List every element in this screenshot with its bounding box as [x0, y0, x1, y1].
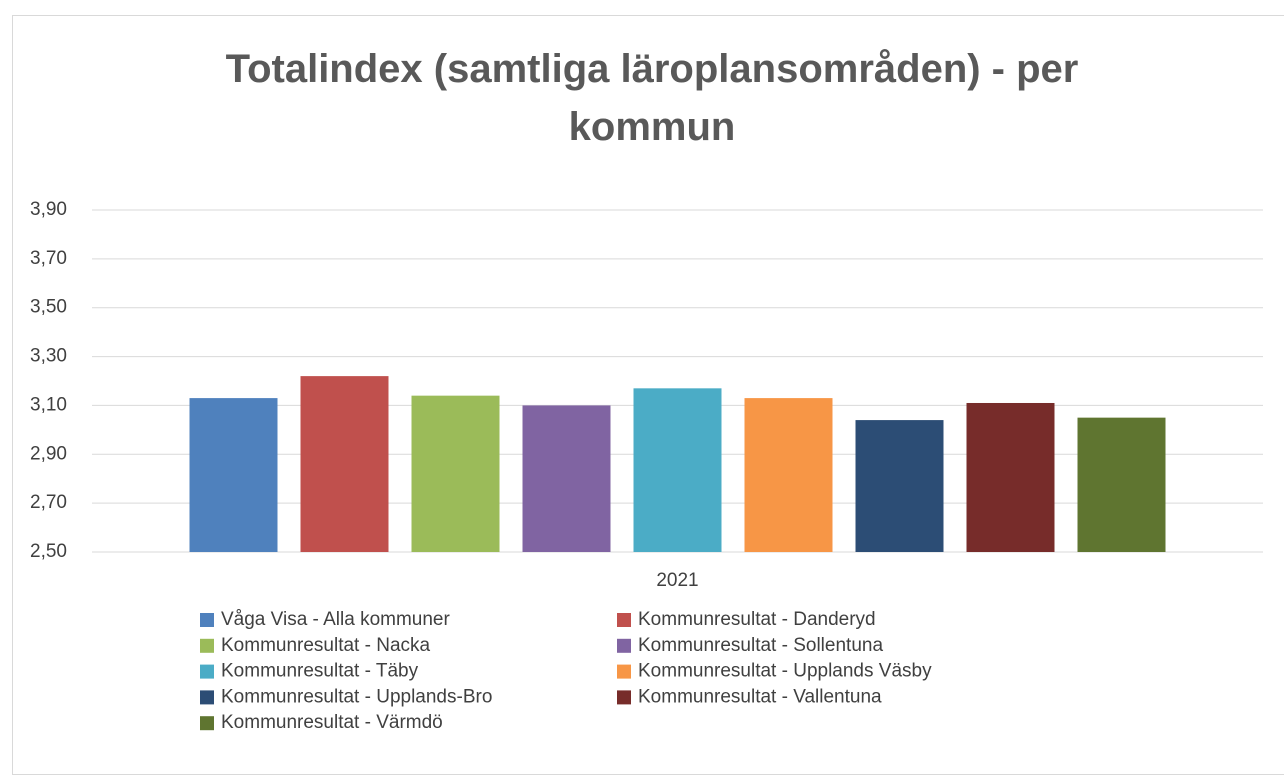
bar: [189, 398, 278, 552]
legend-swatch: [200, 664, 214, 679]
bar: [855, 420, 944, 552]
x-tick-label: 2021: [656, 570, 698, 591]
legend-swatch: [200, 638, 214, 653]
legend-label: Kommunresultat - Värmdö: [221, 712, 443, 733]
chart-title: Totalindex (samtliga läroplansområden) -…: [225, 47, 1079, 149]
legend-label: Kommunresultat - Upplands Väsby: [638, 661, 932, 682]
legend-swatch: [617, 638, 631, 653]
y-tick-label: 3,70: [30, 248, 67, 269]
chart: 2,50 2,70 2,90 3,10 3,30 3,50 3,70 3,90 2021 Våga…: [30, 199, 1263, 733]
legend-label: Kommunresultat - Sollentuna: [638, 635, 883, 656]
legend-label: Kommunresultat - Upplands-Bro: [221, 686, 492, 707]
legend-swatch: [200, 690, 214, 705]
legend-swatch: [617, 664, 631, 679]
bar: [300, 376, 389, 552]
y-tick-label: 2,70: [30, 492, 67, 513]
legend-swatch: [617, 690, 631, 705]
legend-label: Kommunresultat - Vallentuna: [638, 686, 882, 707]
legend-swatch: [617, 613, 631, 627]
legend-label: Våga Visa - Alla kommuner: [221, 609, 450, 630]
bar: [744, 398, 833, 552]
legend-swatch: [200, 716, 214, 731]
y-tick-label: 3,30: [30, 346, 67, 367]
bar: [411, 395, 500, 552]
y-tick-label: 3,90: [30, 199, 67, 220]
legend-label: Kommunresultat - Täby: [221, 661, 419, 682]
bar: [522, 405, 611, 552]
y-tick-label: 2,90: [30, 443, 67, 464]
legend-label: Kommunresultat - Danderyd: [638, 609, 876, 630]
bar: [966, 402, 1055, 552]
y-tick-label: 3,10: [30, 394, 67, 415]
bar: [633, 388, 722, 552]
legend-label: Kommunresultat - Nacka: [221, 635, 431, 656]
y-tick-label: 3,50: [30, 297, 67, 318]
y-tick-label: 2,50: [30, 541, 67, 562]
legend-swatch: [200, 613, 214, 627]
bar: [1077, 417, 1166, 552]
